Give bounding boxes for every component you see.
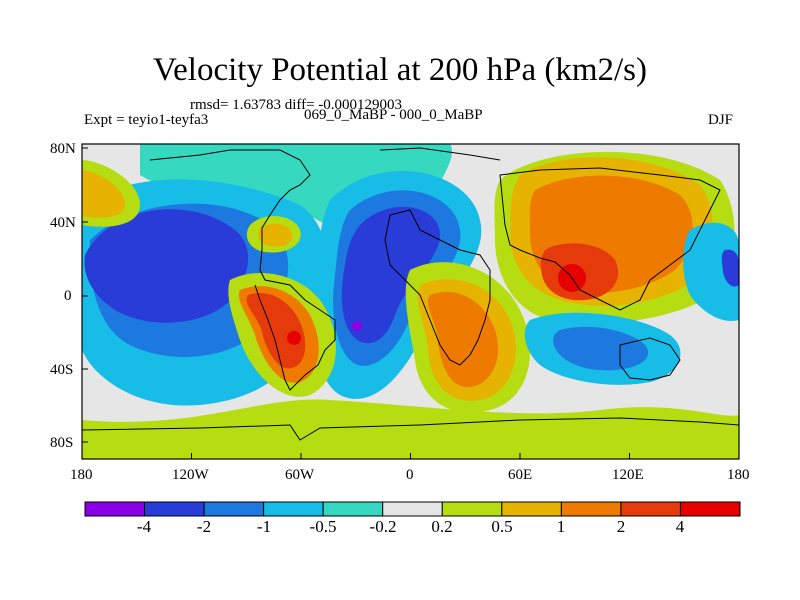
season-label: DJF <box>708 112 734 128</box>
minimum-core <box>352 321 362 331</box>
band-central-blue-inner <box>341 206 440 344</box>
maximum-core-sa <box>287 331 301 345</box>
colorbar-box <box>382 501 443 517</box>
axis-ticks <box>81 147 740 459</box>
colorbar-box <box>322 501 384 517</box>
colorbar-box <box>441 501 503 517</box>
map-field <box>82 144 739 459</box>
x-tick-label: 180 <box>70 467 93 483</box>
colorbar-box <box>263 501 324 517</box>
colorbar-box <box>679 501 741 517</box>
colorbar-box <box>203 501 265 517</box>
y-tick-label: 0 <box>64 288 72 304</box>
colorbar-label: -4 <box>136 517 152 536</box>
colorbar-label: 0.5 <box>491 517 513 536</box>
chart-title: Velocity Potential at 200 hPa (km2/s) <box>152 52 648 88</box>
band-africa-red <box>427 291 499 388</box>
x-tick-label: 120W <box>172 467 209 483</box>
x-tick-label: 120E <box>612 467 644 483</box>
band-sa-red <box>246 293 306 369</box>
y-tick-label: 40N <box>50 215 76 231</box>
colorbar-box <box>560 501 622 517</box>
coastlines <box>82 147 739 441</box>
x-tick-label: 0 <box>406 467 414 483</box>
x-tick-label: 60E <box>508 467 533 483</box>
colorbar-box <box>144 501 205 517</box>
band-south-yellow <box>82 399 739 459</box>
experiment-label: Expt = teyio1-teyfa3 <box>84 112 209 128</box>
band-west-blue-inner <box>84 209 249 323</box>
y-tick-label: 80N <box>50 141 76 157</box>
colorbar-box <box>501 501 562 517</box>
colorbar-label: -0.2 <box>369 517 397 536</box>
colorbar-label: 2 <box>616 517 626 536</box>
y-tick-label: 80S <box>50 435 74 451</box>
x-tick-label: 180 <box>727 467 750 483</box>
band-east-cyan <box>683 222 739 321</box>
y-tick-label: 40S <box>50 362 74 378</box>
colorbar-label: 4 <box>675 517 685 536</box>
period-label: 069_0_MaBP - 000_0_MaBP <box>304 107 483 123</box>
colorbar-label: 1 <box>556 517 566 536</box>
colorbar-box <box>84 501 146 517</box>
band-nw-orange <box>82 170 125 218</box>
colorbar-box <box>620 501 681 517</box>
x-tick-label: 60W <box>285 467 315 483</box>
colorbar-label: 0.2 <box>431 517 453 536</box>
colorbar-label: -2 <box>196 517 212 536</box>
colorbar <box>84 501 741 517</box>
colorbar-label: -0.5 <box>309 517 337 536</box>
colorbar-label: -1 <box>256 517 272 536</box>
stats-label: rmsd= 1.63783 diff= -0.000129003 <box>190 97 403 113</box>
band-east-blue <box>721 249 739 287</box>
band-pacific-blue <box>553 326 649 371</box>
band-natl-orange <box>258 223 293 247</box>
